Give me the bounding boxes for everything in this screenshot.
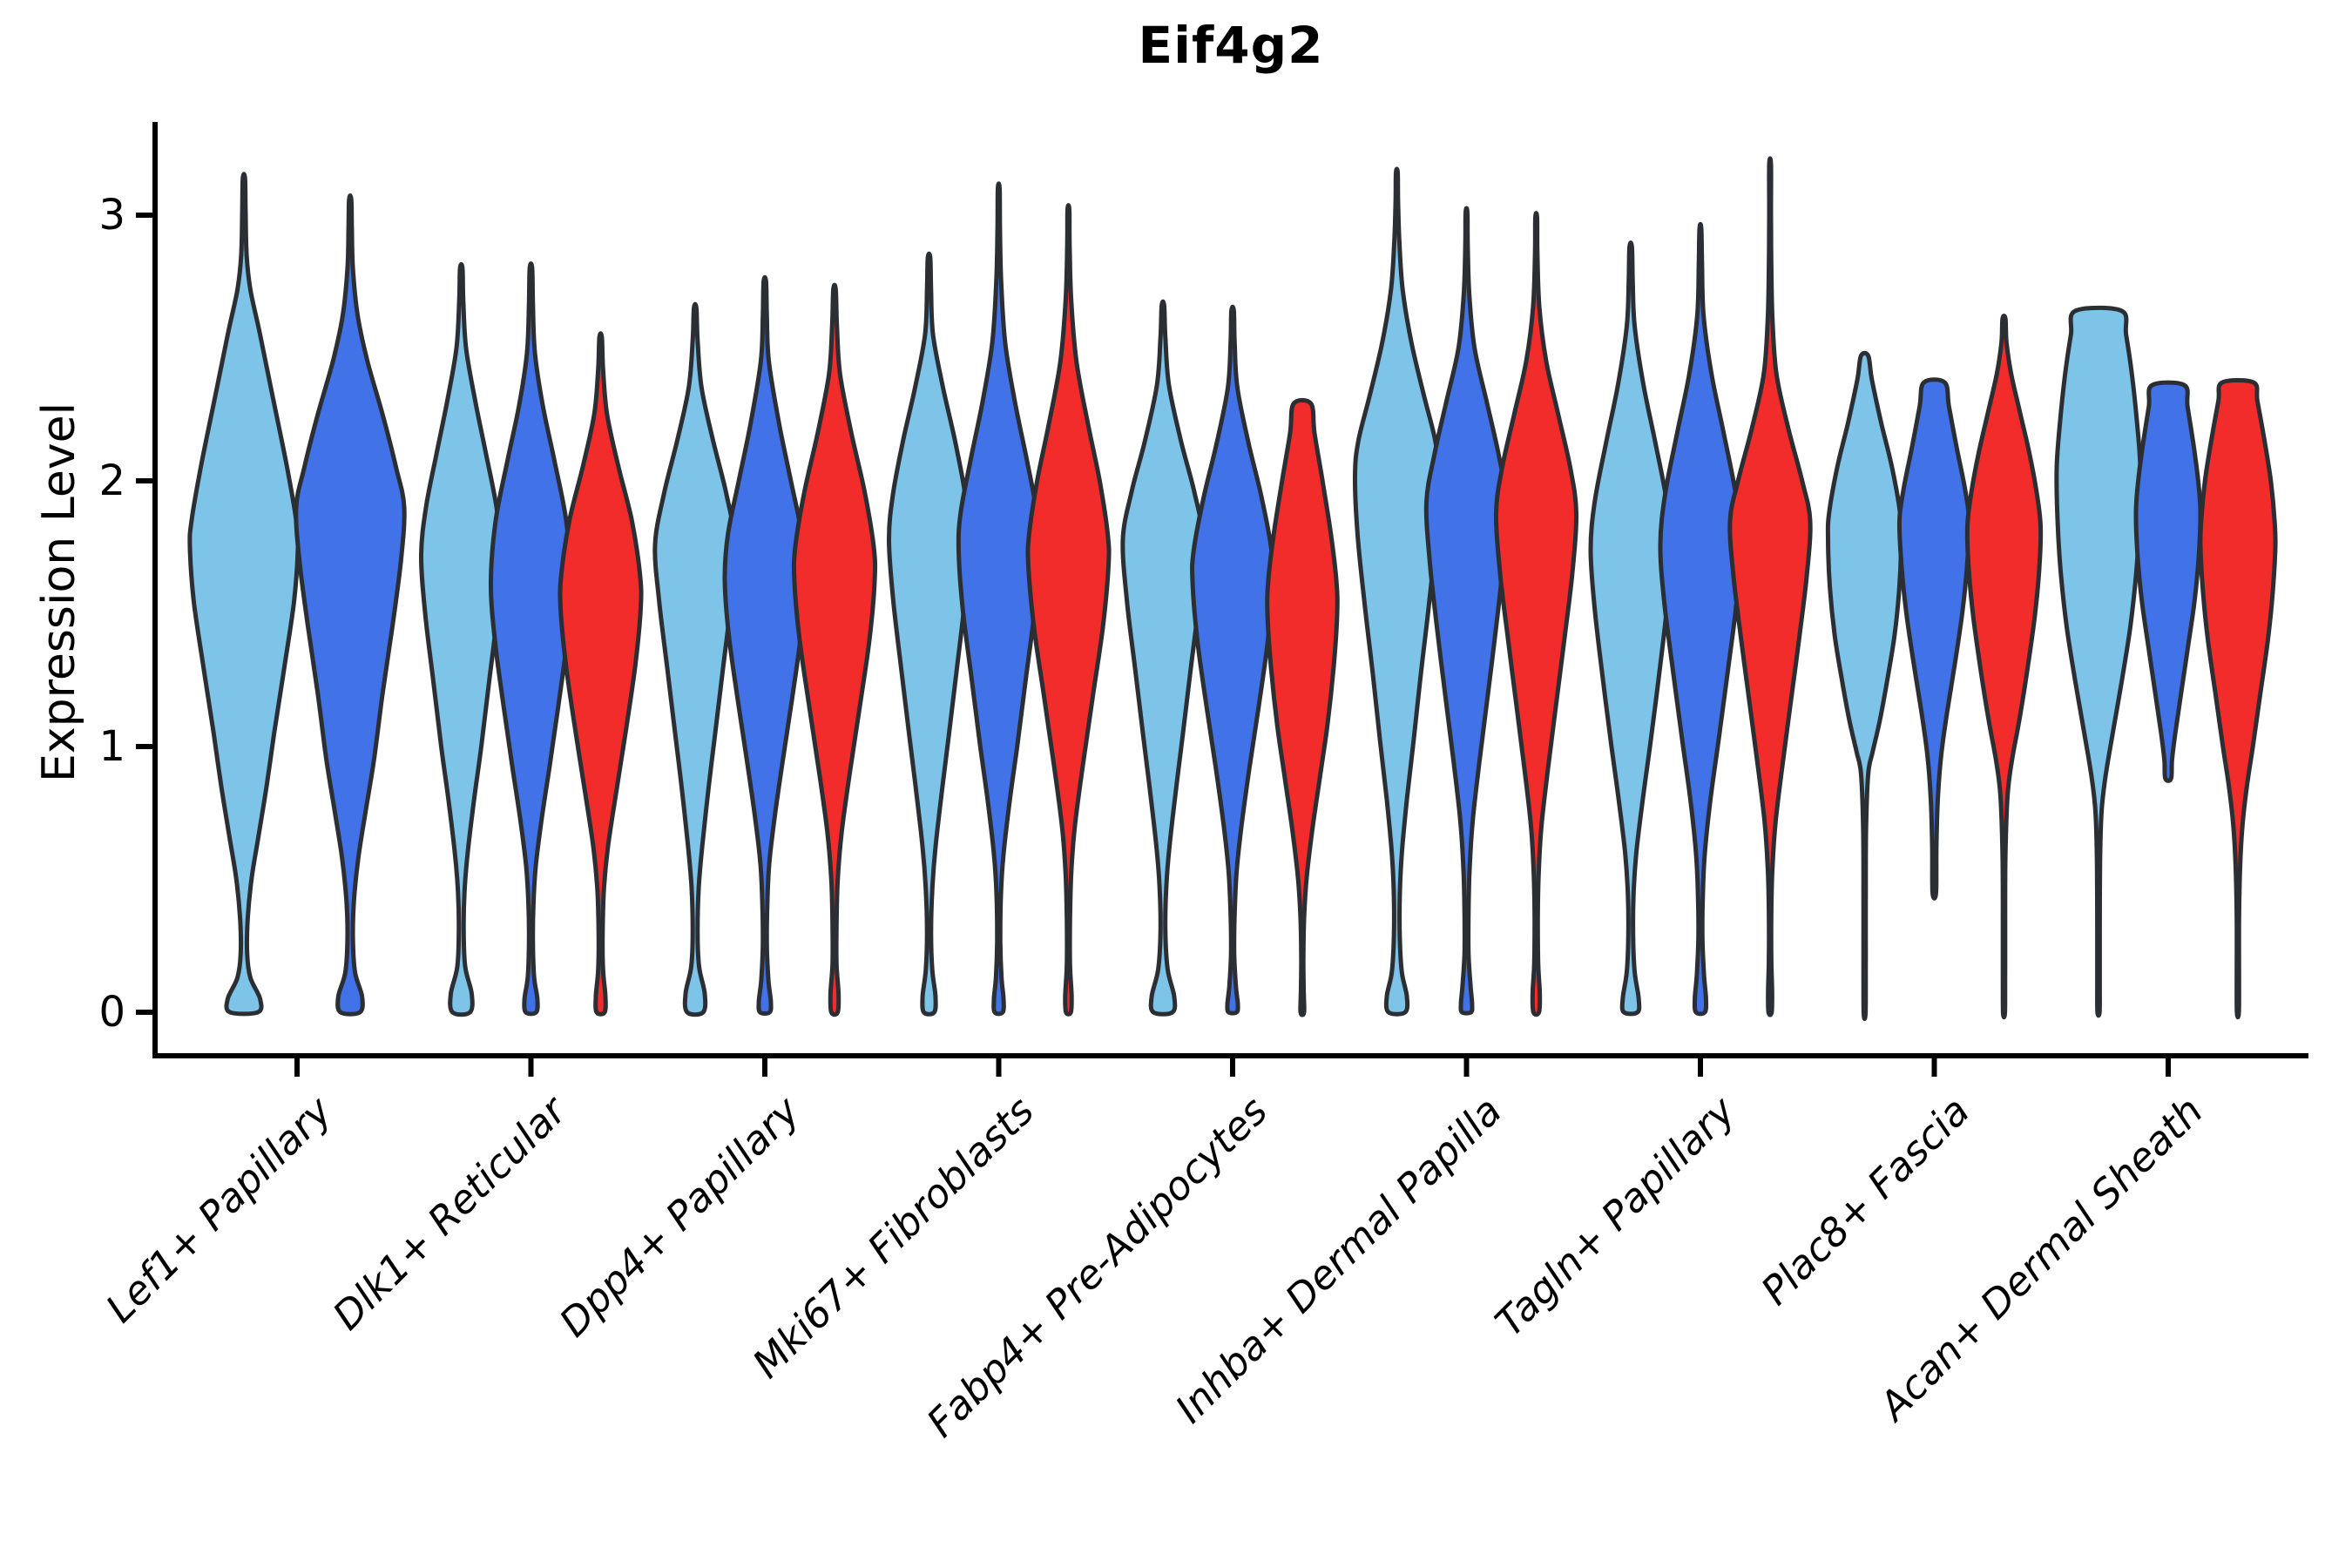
violin-acan-dermal-sheath-red <box>2198 377 2278 1020</box>
violin-plac8-fascia-blue <box>1896 377 1972 901</box>
y-tick-label-1: 1 <box>98 722 125 771</box>
violin-plac8-fascia-light_blue <box>1825 350 1904 1022</box>
violin-fabp4-pre-adipocytes-light_blue <box>1120 299 1206 1017</box>
violin-acan-dermal-sheath-light_blue <box>2054 305 2143 1018</box>
chart-title: Eif4g2 <box>1138 16 1324 75</box>
violin-tagln-papillary-light_blue <box>1588 240 1673 1017</box>
violin-fabp4-pre-adipocytes-blue <box>1190 304 1275 1016</box>
violin-dpp4-papillary-blue <box>722 274 808 1016</box>
violin-mki67-fibroblasts-red <box>1025 203 1112 1017</box>
violin-dlk1-reticular-red <box>558 331 644 1017</box>
violin-mki67-fibroblasts-light_blue <box>887 251 971 1017</box>
violin-mki67-fibroblasts-blue <box>956 181 1042 1017</box>
violin-tagln-papillary-blue <box>1658 221 1743 1017</box>
violin-dpp4-papillary-red <box>791 282 878 1017</box>
violin-dlk1-reticular-light_blue <box>418 261 504 1017</box>
y-tick-label-3: 3 <box>98 191 125 240</box>
violin-inhba-dermal-papilla-light_blue <box>1352 166 1442 1017</box>
violin-dlk1-reticular-blue <box>488 261 574 1017</box>
violin-acan-dermal-sheath-blue <box>2133 380 2203 783</box>
violin-fabp4-pre-adipocytes-red <box>1265 397 1340 1017</box>
violin-inhba-dermal-papilla-blue <box>1423 206 1510 1016</box>
violin-dpp4-papillary-light_blue <box>652 301 738 1017</box>
violin-lef1-papillary-blue <box>294 193 407 1017</box>
violin-lef1-papillary-light_blue <box>187 172 301 1017</box>
y-tick-label-0: 0 <box>98 988 125 1037</box>
violin-tagln-papillary-red <box>1727 156 1813 1017</box>
violin-plac8-fascia-red <box>1964 314 2044 1020</box>
y-tick-label-2: 2 <box>98 456 125 505</box>
violin-inhba-dermal-papilla-red <box>1493 211 1579 1017</box>
